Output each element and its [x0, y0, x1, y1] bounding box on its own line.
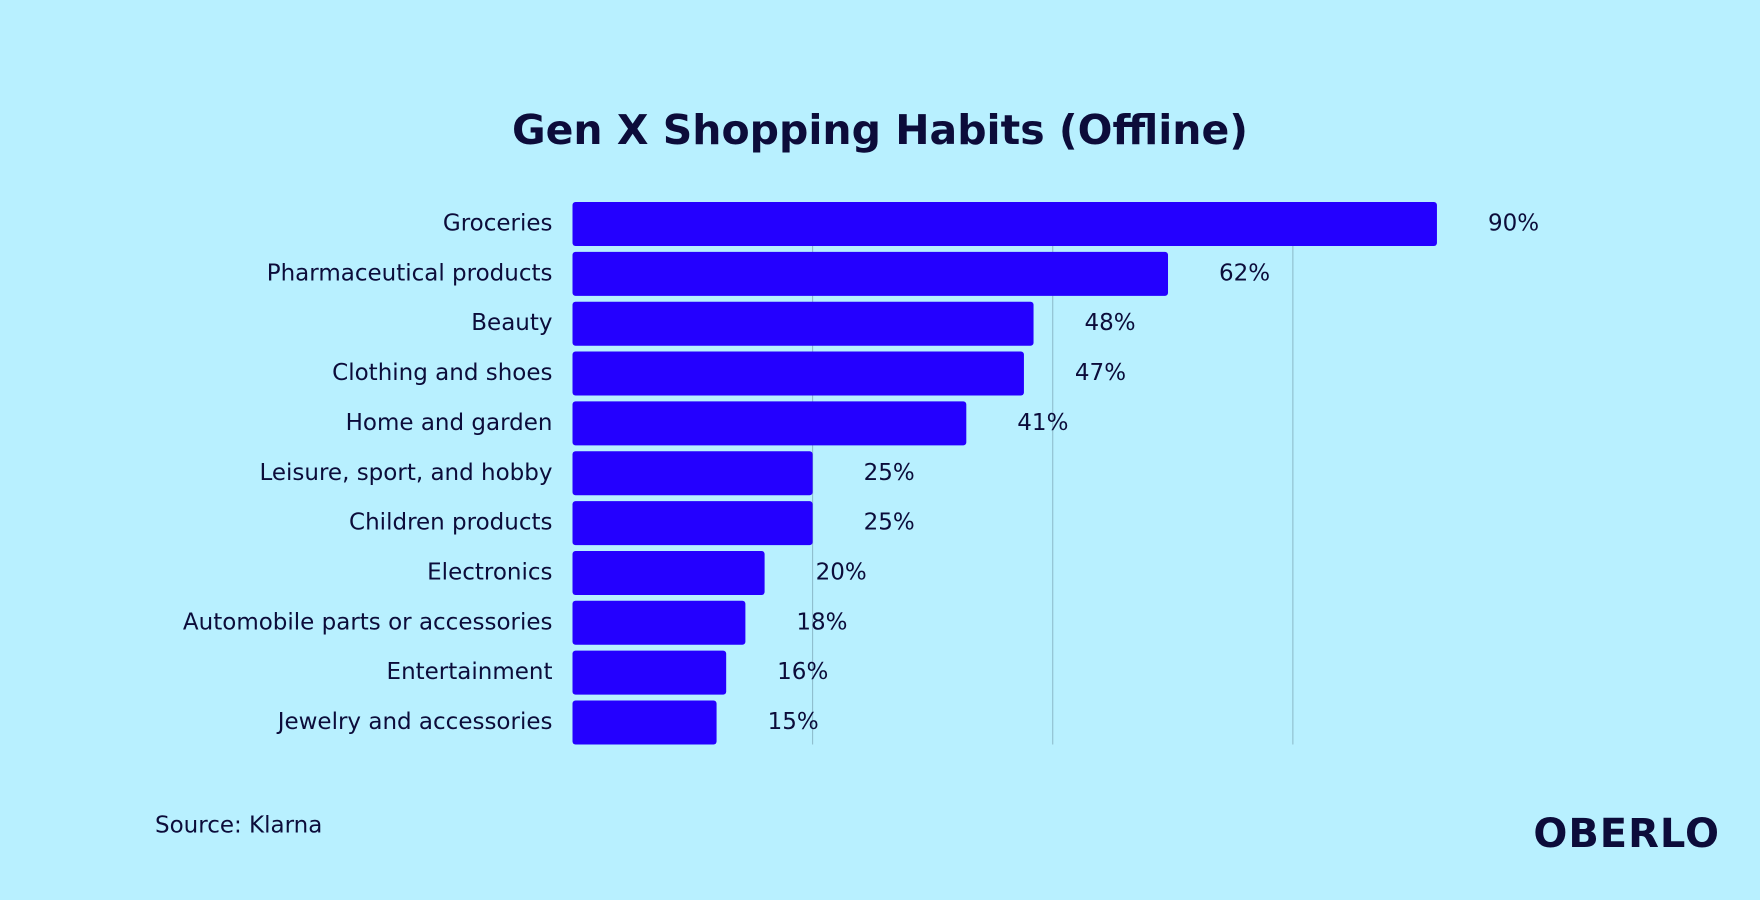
y-tick-label: Entertainment [387, 659, 553, 685]
value-label: 90% [1488, 211, 1539, 237]
value-label: 20% [816, 559, 867, 585]
value-label: 25% [864, 510, 915, 536]
y-tick-label: Beauty [471, 310, 552, 336]
y-tick-label: Jewelry and accessories [276, 709, 553, 735]
value-label: 47% [1075, 360, 1126, 386]
bar [572, 451, 813, 496]
y-tick-label: Home and garden [346, 410, 553, 436]
bar [572, 550, 765, 595]
y-tick-label: Leisure, sport, and hobby [259, 460, 552, 486]
value-label: 48% [1085, 310, 1136, 336]
y-tick-label: Automobile parts or accessories [183, 609, 553, 635]
bar [572, 202, 1437, 246]
value-label: 25% [864, 460, 915, 486]
bar [572, 301, 1034, 346]
value-label: 15% [768, 709, 819, 735]
value-label: 62% [1219, 260, 1270, 286]
bar [572, 351, 1024, 396]
y-tick-label: Electronics [427, 559, 552, 585]
value-label: 16% [777, 659, 828, 685]
bar [572, 700, 717, 745]
chart-title: Gen X Shopping Habits (Offline) [512, 106, 1248, 154]
y-tick-label: Pharmaceutical products [267, 260, 553, 286]
y-tick-label: Groceries [443, 211, 553, 237]
bar [572, 251, 1169, 296]
y-tick-label: Clothing and shoes [332, 360, 552, 386]
value-label: 41% [1017, 410, 1068, 436]
bar [572, 401, 967, 446]
brand-logo: OBERLO [1533, 811, 1720, 857]
source: Source: Klarna [155, 813, 322, 839]
bar [572, 650, 727, 695]
y-tick-label: Children products [349, 510, 552, 536]
bar [572, 501, 813, 546]
value-label: 18% [796, 609, 847, 635]
bar [572, 600, 746, 645]
